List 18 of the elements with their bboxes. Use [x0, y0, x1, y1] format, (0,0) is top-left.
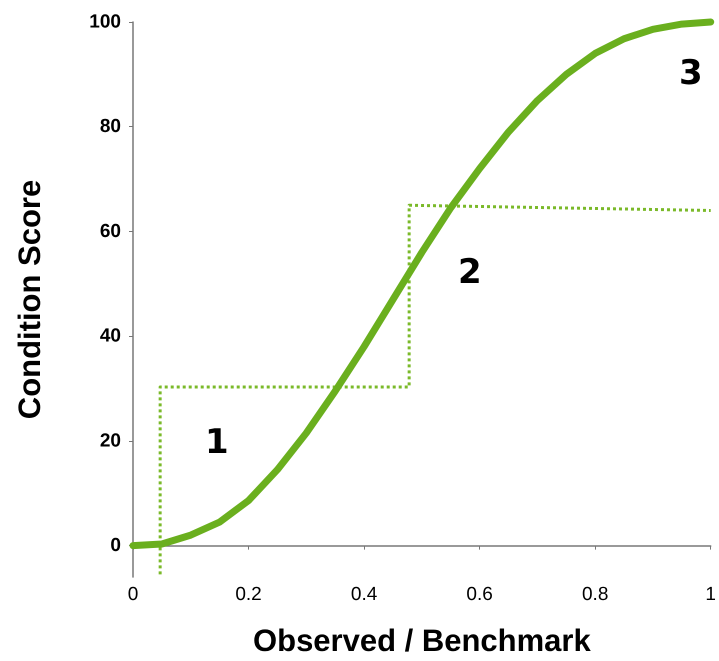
x-tick-label: 0.2 — [235, 584, 262, 605]
x-tick-label: 0.6 — [466, 584, 493, 605]
annotation: 1 — [205, 422, 229, 462]
y-tick-label: 60 — [100, 220, 121, 242]
line-series — [158, 204, 712, 576]
y-axis-title: Condition Score — [12, 180, 47, 420]
y-tick-label: 20 — [100, 430, 121, 452]
x-axis-title: Observed / Benchmark — [253, 623, 592, 658]
y-tick-label: 100 — [89, 12, 121, 32]
x-tick-label: 0 — [128, 584, 138, 605]
y-tick-label: 0 — [110, 535, 121, 556]
y-tick-label: 80 — [100, 116, 121, 138]
annotation: 3 — [679, 53, 703, 93]
x-tick-label: 0.4 — [350, 584, 378, 605]
x-tick-label: 1 — [705, 584, 716, 605]
y-tick-label: 40 — [100, 326, 121, 347]
x-tick-label: 0.8 — [582, 584, 608, 605]
annotation: 2 — [458, 252, 482, 292]
